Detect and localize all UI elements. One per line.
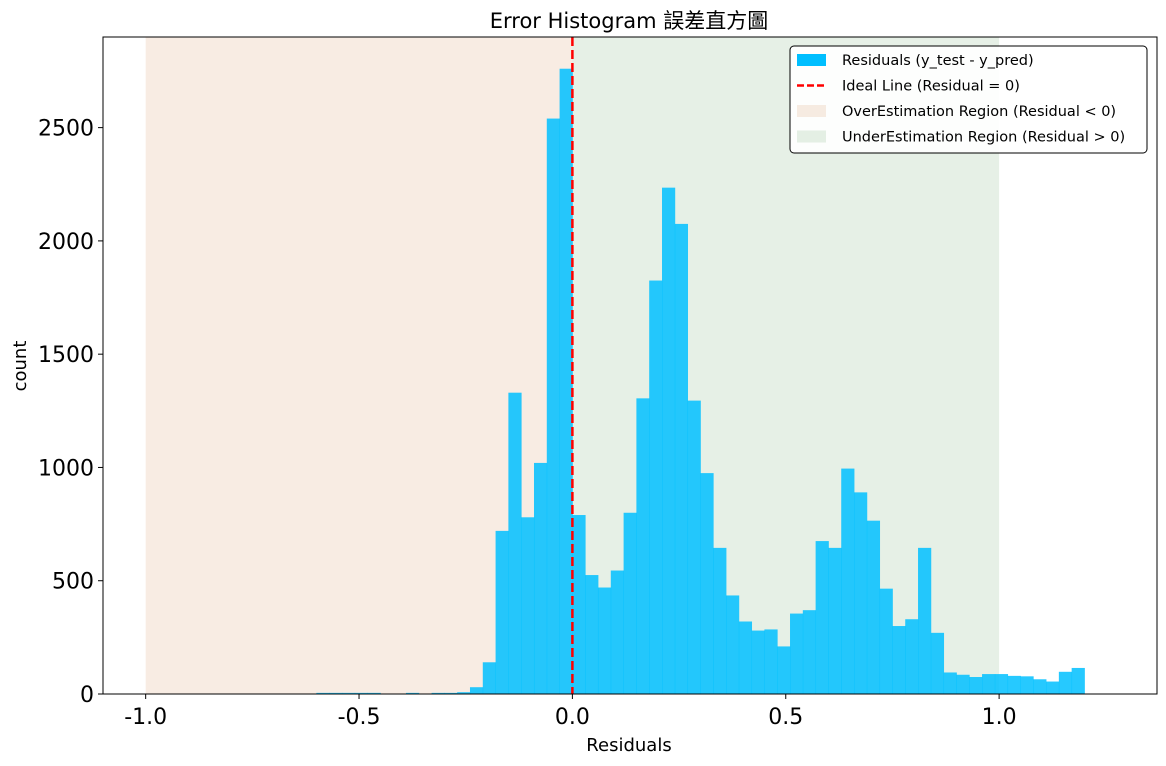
histogram-bar <box>1033 679 1047 694</box>
histogram-bar <box>636 398 650 694</box>
histogram-bar <box>687 400 701 694</box>
legend: Residuals (y_test - y_pred) Ideal Line (R… <box>789 45 1148 154</box>
histogram-bar <box>597 587 612 694</box>
histogram-bar <box>700 473 714 694</box>
histogram-bar <box>1071 667 1085 694</box>
x-tick-label: 0.0 <box>555 705 590 730</box>
x-tick-label: 0.5 <box>768 705 803 730</box>
histogram-bar <box>738 621 753 694</box>
y-tick-label: 2000 <box>38 230 94 255</box>
legend-label: Ideal Line (Residual = 0) <box>842 79 1020 95</box>
histogram-bar <box>956 674 970 694</box>
plot-frame <box>102 36 1158 695</box>
histogram-bar <box>1046 681 1060 694</box>
histogram-bar <box>1007 675 1021 694</box>
legend-swatch <box>797 54 826 66</box>
legend-label: UnderEstimation Region (Residual > 0) <box>842 130 1125 146</box>
histogram-bar <box>982 674 996 694</box>
histogram-bar <box>469 687 484 694</box>
x-tick-label: 1.0 <box>982 705 1017 730</box>
legend-swatch <box>797 105 826 117</box>
y-tick-label: 1500 <box>38 343 94 368</box>
chart-title: Error Histogram 誤差直方圖 <box>490 9 768 33</box>
histogram-bar <box>1020 676 1034 694</box>
histogram-bar <box>854 492 868 694</box>
histogram-bar <box>726 595 740 694</box>
histogram-bar <box>662 187 676 694</box>
histogram-bar <box>943 672 957 694</box>
legend-label: OverEstimation Region (Residual < 0) <box>842 104 1116 120</box>
histogram-bar <box>994 674 1009 694</box>
axes-layer: -1.0 -0.5 0.0 0.5 1.0 0 500 1000 1500 2000 2500 <box>38 36 1158 730</box>
x-axis-label: Residuals <box>586 735 671 756</box>
histogram-bar <box>495 530 509 694</box>
histogram-bar <box>905 619 919 694</box>
histogram-bar <box>559 68 573 695</box>
histogram-bar <box>508 392 522 694</box>
histogram-bar <box>828 547 842 694</box>
histogram-bar <box>457 692 471 694</box>
histogram-bar <box>815 541 829 694</box>
y-tick-label: 0 <box>80 683 94 708</box>
histogram-bar <box>354 692 368 694</box>
histogram-bar <box>316 692 330 694</box>
histogram-bar <box>585 575 599 694</box>
histogram-bar <box>546 118 560 695</box>
histogram-bar <box>866 520 881 694</box>
histogram-bar <box>879 588 893 694</box>
x-tick-label: -0.5 <box>338 705 381 730</box>
histogram-bar <box>521 517 535 694</box>
histogram-bar <box>1058 671 1073 694</box>
histogram-bar <box>329 692 343 694</box>
histogram-bar <box>649 280 663 694</box>
histogram-bar <box>610 570 624 694</box>
y-axis-label: count <box>10 341 31 392</box>
legend-swatch <box>797 130 826 143</box>
histogram-bar <box>751 630 765 694</box>
histogram-bar <box>802 610 817 694</box>
histogram-bar <box>764 629 778 694</box>
histogram-bar <box>930 632 945 694</box>
y-tick-label: 2500 <box>38 117 94 142</box>
histogram-bar <box>405 692 420 694</box>
histogram-bar <box>623 512 637 694</box>
histogram-bar <box>674 223 689 695</box>
histogram-bar <box>482 662 496 694</box>
histogram-bar <box>431 692 445 694</box>
x-tick-label: -1.0 <box>124 705 167 730</box>
histogram-bar <box>790 613 804 694</box>
histogram-bar <box>918 547 932 694</box>
histogram-bar <box>713 547 727 694</box>
legend-box <box>789 45 1148 154</box>
histogram-bar <box>777 646 791 694</box>
y-tick-label: 500 <box>52 570 94 595</box>
histogram-bar <box>341 692 356 694</box>
histogram-bar <box>969 677 983 694</box>
histogram-bar <box>841 468 855 694</box>
histogram-bar <box>572 515 586 694</box>
histogram-bar <box>892 626 906 694</box>
legend-label: Residuals (y_test - y_pred) <box>842 53 1034 69</box>
histogram-bar <box>444 692 458 694</box>
histogram-bar <box>367 692 381 694</box>
y-tick-label: 1000 <box>38 456 94 481</box>
histogram-bar <box>533 462 548 694</box>
bars-layer <box>316 68 1085 695</box>
